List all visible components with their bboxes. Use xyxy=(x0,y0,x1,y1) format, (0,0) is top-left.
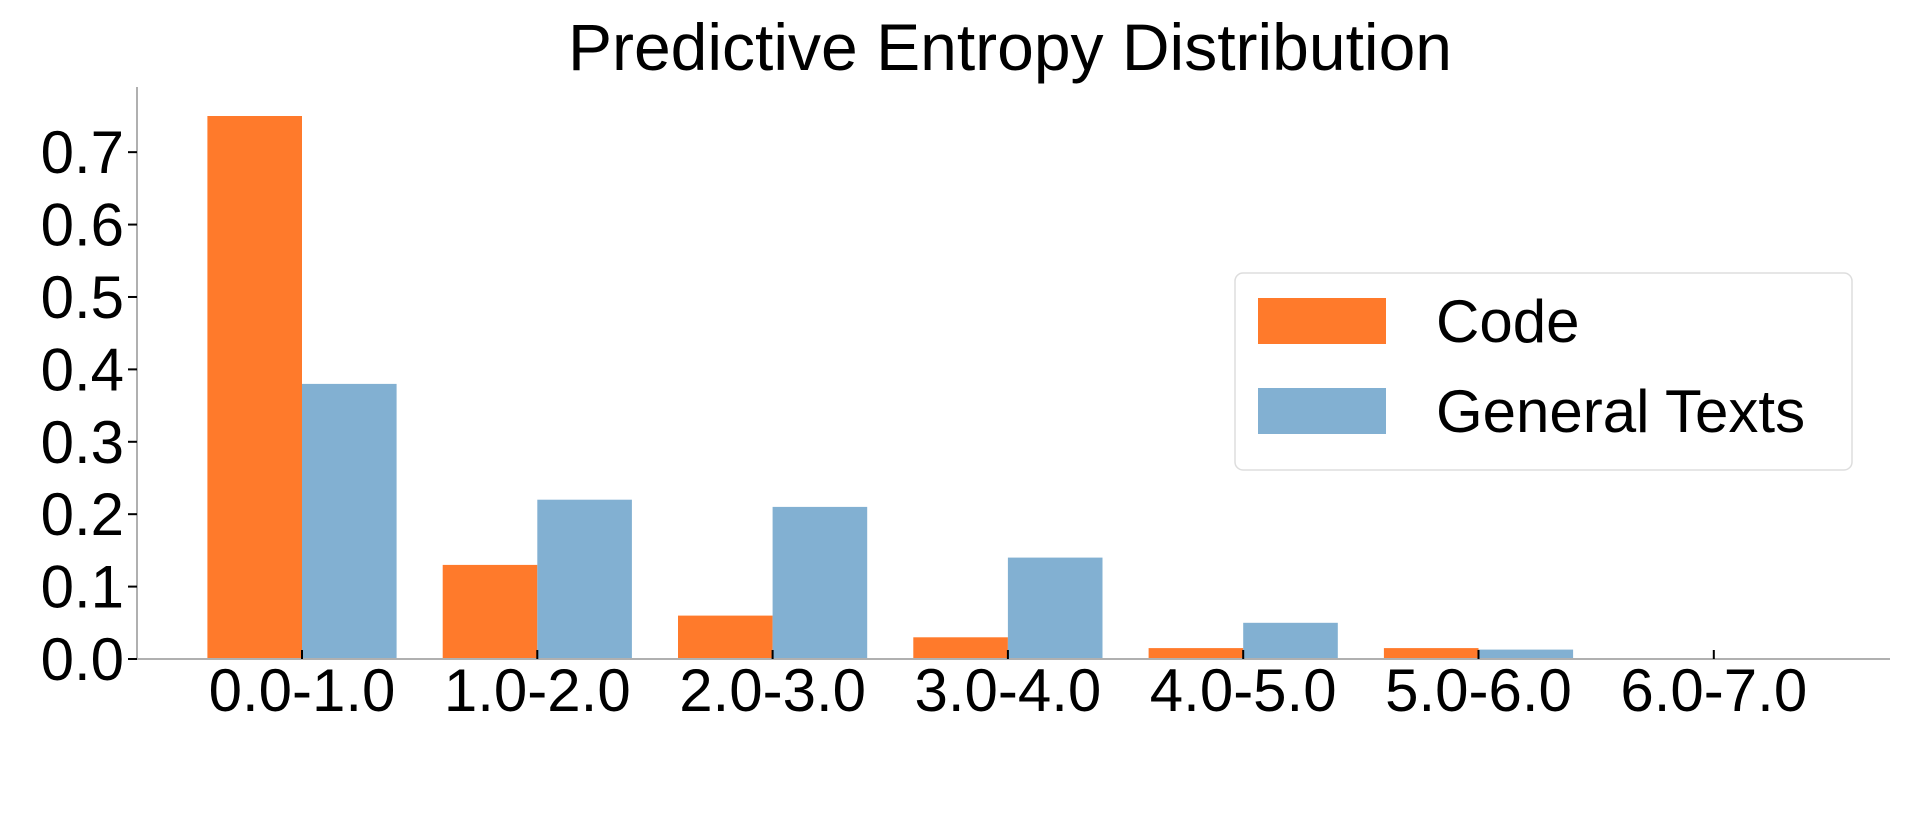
bars-group xyxy=(207,116,1574,659)
bar-general-texts-5 xyxy=(1478,649,1574,659)
chart-title: Predictive Entropy Distribution xyxy=(568,10,1452,84)
legend-label: Code xyxy=(1436,288,1579,355)
bar-general-texts-1 xyxy=(537,499,632,659)
y-tick-label: 0.5 xyxy=(41,264,124,331)
bar-code-4 xyxy=(1148,648,1244,659)
bar-general-texts-2 xyxy=(772,506,868,659)
y-ticks-group: 0.00.10.20.30.40.50.60.7 xyxy=(41,119,137,693)
x-tick-label: 2.0-3.0 xyxy=(679,657,866,724)
bar-general-texts-4 xyxy=(1243,622,1338,659)
legend-box xyxy=(1234,272,1853,471)
y-tick-label: 0.1 xyxy=(41,554,124,621)
x-tick-label: 1.0-2.0 xyxy=(444,657,631,724)
bar-code-3 xyxy=(913,637,1008,659)
legend-swatch xyxy=(1258,388,1386,434)
bar-code-2 xyxy=(678,615,773,659)
bar-code-1 xyxy=(442,564,538,659)
x-tick-label: 5.0-6.0 xyxy=(1385,657,1572,724)
x-ticks-group: 0.0-1.0 1.0-2.0 2.0-3.0 3.0-4.0 4.0-5.0 5.0-6… xyxy=(209,650,1807,724)
y-tick-label: 0.0 xyxy=(41,626,124,693)
x-tick-label: 0.0-1.0 xyxy=(209,657,396,724)
legend: Code General Texts xyxy=(1234,272,1853,471)
bar-general-texts-3 xyxy=(1007,557,1103,659)
x-tick-label: 6.0-7.0 xyxy=(1620,657,1807,724)
x-tick-label: 3.0-4.0 xyxy=(915,657,1102,724)
y-tick-label: 0.6 xyxy=(41,192,124,259)
y-tick-label: 0.7 xyxy=(41,119,124,186)
bar-code-5 xyxy=(1383,648,1479,659)
legend-swatch xyxy=(1258,298,1386,344)
legend-label: General Texts xyxy=(1436,378,1805,445)
bar-general-texts-0 xyxy=(302,383,397,659)
y-tick-label: 0.4 xyxy=(41,336,124,403)
x-tick-label: 4.0-5.0 xyxy=(1150,657,1337,724)
y-tick-label: 0.3 xyxy=(41,409,124,476)
y-tick-label: 0.2 xyxy=(41,481,124,548)
bar-code-0 xyxy=(207,116,302,659)
